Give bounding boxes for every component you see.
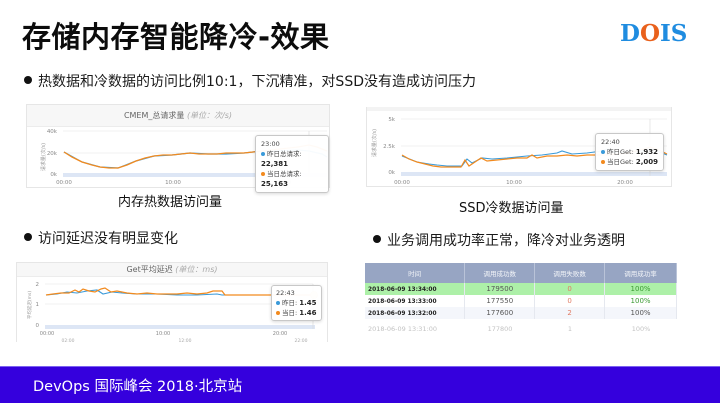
footer-bar: DevOps 国际峰会 2018·北京站 (0, 366, 720, 403)
table-row-partial: 2018-06-09 13:31:00 177800 1 100% (368, 325, 651, 331)
legend-today-icon (601, 160, 605, 164)
svg-text:0k: 0k (388, 170, 395, 176)
legend-yesterday-icon (276, 301, 280, 305)
svg-text:10:00: 10:00 (506, 180, 522, 186)
svg-text:10:00: 10:00 (165, 180, 181, 186)
svg-text:平均延迟(ms): 平均延迟(ms) (26, 291, 33, 319)
svg-text:12:00: 12:00 (179, 338, 192, 343)
svg-text:00:00: 00:00 (394, 180, 410, 186)
chart-cmem-requests: CMEM_总请求量 (单位：次/s) 请求量(次/s) 40k 20k 0k 0… (26, 104, 330, 193)
table-row[interactable]: 2018-06-09 13:34:00 179500 0 100% (365, 283, 677, 295)
svg-text:2: 2 (36, 282, 40, 288)
bullet-dot-icon (373, 235, 381, 243)
dois-logo: DOIS (620, 20, 688, 47)
svg-text:20:00: 20:00 (273, 331, 287, 337)
svg-text:00:00: 00:00 (40, 331, 54, 337)
bullet-dot-icon (24, 233, 32, 241)
table-row[interactable]: 2018-06-09 13:32:00 177600 2 100% (365, 307, 677, 319)
chart-title: Get平均延迟 (单位：ms) (17, 263, 327, 277)
chart-header-strip (367, 107, 671, 111)
svg-text:00:00: 00:00 (56, 180, 72, 186)
column-header-success[interactable]: 调用成功数 (464, 263, 536, 283)
column-header-rate[interactable]: 调用成功率 (604, 263, 677, 283)
svg-text:请求量(次/s): 请求量(次/s) (40, 143, 47, 171)
chart-tooltip: 22:40 昨日Get: 1,932 当日Get: 2,009 (595, 133, 665, 171)
svg-text:2.5k: 2.5k (383, 144, 396, 150)
bullet-latency: 访问延迟没有明显变化 (24, 228, 178, 248)
caption-memory-hot: 内存热数据访问量 (118, 195, 223, 210)
table-row[interactable]: 2018-06-09 13:33:00 177550 0 100% (365, 295, 677, 307)
svg-text:40k: 40k (47, 129, 58, 135)
svg-text:1: 1 (36, 302, 40, 308)
footer-text: DevOps 国际峰会 2018·北京站 (33, 379, 243, 395)
svg-text:20:00: 20:00 (617, 180, 633, 186)
legend-yesterday-icon (601, 150, 605, 154)
column-header-time[interactable]: 时间 (365, 263, 466, 283)
chart-get-latency: Get平均延迟 (单位：ms) 平均延迟(ms) 2 1 0 00:00 10:… (16, 262, 328, 343)
slide-title: 存储内存智能降冷-效果 (22, 20, 330, 54)
legend-yesterday-icon (261, 152, 265, 156)
svg-text:0: 0 (36, 323, 40, 329)
svg-text:0k: 0k (50, 172, 57, 178)
svg-text:22:00: 22:00 (295, 338, 308, 343)
bullet-success-rate: 业务调用成功率正常，降冷对业务透明 (373, 230, 625, 250)
bullet-hot-cold-ratio: 热数据和冷数据的访问比例10:1，下沉精准，对SSD没有造成访问压力 (24, 71, 476, 91)
svg-text:5k: 5k (388, 117, 395, 123)
column-header-fail[interactable]: 调用失败数 (534, 263, 606, 283)
svg-text:10:00: 10:00 (156, 331, 170, 337)
chart-ssd-requests: 请求量(次/s) 5k 2.5k 0k 00:00 10:00 20:00 22… (366, 107, 672, 187)
legend-today-icon (261, 172, 265, 176)
chart-title: CMEM_总请求量 (单位：次/s) (27, 105, 329, 127)
svg-text:20k: 20k (47, 151, 58, 157)
svg-text:02:00: 02:00 (62, 338, 75, 343)
legend-today-icon (276, 311, 280, 315)
bullet-dot-icon (24, 76, 32, 84)
chart-tooltip: 22:43 昨日: 1.45 当日: 1.46 (271, 285, 322, 321)
success-rate-table: 时间 调用成功数 调用失败数 调用成功率 2018-06-09 13:34:00… (365, 263, 677, 319)
chart-tooltip: 23:00 昨日总请求: 22,381 当日总请求: 25,163 (255, 135, 329, 193)
caption-ssd-cold: SSD冷数据访问量 (459, 201, 564, 216)
svg-text:请求量(次/s): 请求量(次/s) (371, 129, 378, 157)
table-header-row: 时间 调用成功数 调用失败数 调用成功率 (365, 263, 677, 283)
